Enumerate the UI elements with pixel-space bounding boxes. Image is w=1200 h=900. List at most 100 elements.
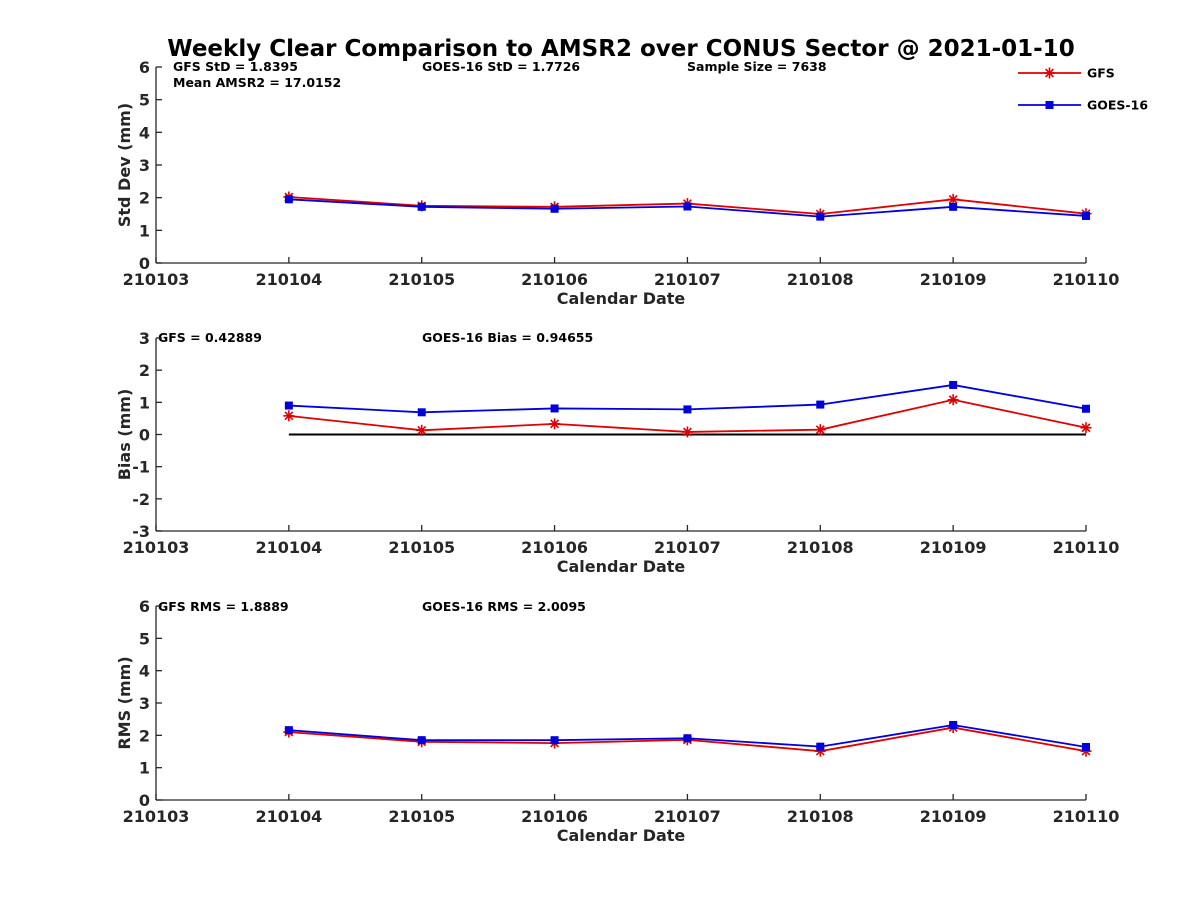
mean-amsr2-annotation: Mean AMSR2 = 17.0152 — [173, 75, 341, 90]
y-tick-label: 2 — [139, 361, 150, 380]
goes16-data-point — [816, 400, 825, 409]
goes16-data-point — [417, 736, 426, 745]
goes16-std-annotation: GOES-16 StD = 1.7726 — [422, 59, 580, 74]
x-tick-label: 210108 — [787, 807, 854, 826]
y-tick-label: 4 — [139, 123, 150, 142]
rms-panel: GFS RMS = 1.8889 GOES-16 RMS = 2.0095 0 1… — [115, 597, 1119, 845]
y-tick-label: 6 — [139, 597, 150, 616]
gfs-data-point — [1080, 422, 1092, 434]
y-tick-label: -3 — [132, 522, 150, 541]
x-tick-label: 210105 — [388, 270, 455, 289]
y-tick-label: 6 — [139, 58, 150, 77]
legend-item-gfs: GFS — [1018, 66, 1115, 81]
gfs-data-point — [947, 193, 959, 205]
x-tick-label: 210109 — [920, 538, 987, 557]
x-axis-label: Calendar Date — [557, 826, 686, 845]
y-tick-label: 5 — [139, 629, 150, 648]
goes16-data-point — [816, 212, 825, 221]
x-tick-label: 210104 — [255, 807, 322, 826]
sample-size-annotation: Sample Size = 7638 — [687, 59, 827, 74]
y-tick-label: 1 — [139, 759, 150, 778]
x-tick-label: 210110 — [1053, 270, 1120, 289]
legend-label: GOES-16 — [1087, 98, 1148, 113]
x-tick-label: 210106 — [521, 270, 588, 289]
goes16-data-point — [949, 380, 958, 389]
x-tick-label: 210105 — [388, 538, 455, 557]
goes16-data-point — [550, 736, 559, 745]
gfs-data-point — [549, 418, 561, 430]
goes16-data-point — [1082, 742, 1090, 751]
y-tick-label: 3 — [139, 694, 150, 713]
y-tick-label: 0 — [139, 426, 150, 445]
goes16-data-point — [683, 202, 692, 211]
x-tick-label: 210109 — [920, 270, 987, 289]
goes16-data-point — [417, 408, 426, 417]
y-tick-label: 3 — [139, 156, 150, 175]
goes16-data-point — [683, 405, 692, 414]
x-tick-label: 210103 — [123, 538, 190, 557]
x-tick-label: 210103 — [123, 270, 190, 289]
legend-marker — [1045, 101, 1054, 109]
goes16-data-point — [284, 401, 293, 410]
x-tick-label: 210103 — [123, 807, 190, 826]
x-tick-label: 210106 — [521, 807, 588, 826]
x-tick-label: 210110 — [1053, 538, 1120, 557]
legend-marker — [1044, 67, 1055, 79]
x-axis-label: Calendar Date — [557, 289, 686, 308]
x-tick-label: 210104 — [255, 538, 322, 557]
x-tick-label: 210110 — [1053, 807, 1120, 826]
y-tick-label: 0 — [139, 791, 150, 810]
goes16-data-point — [550, 404, 559, 413]
x-tick-label: 210109 — [920, 807, 987, 826]
x-tick-label: 210108 — [787, 270, 854, 289]
gfs-rms-annotation: GFS RMS = 1.8889 — [158, 599, 289, 614]
goes16-data-point — [949, 202, 958, 211]
y-tick-label: 1 — [139, 221, 150, 240]
goes16-data-point — [683, 734, 692, 743]
gfs-data-point — [681, 426, 693, 438]
y-axis-label: Std Dev (mm) — [115, 103, 134, 227]
x-tick-label: 210106 — [521, 538, 588, 557]
x-tick-label: 210107 — [654, 538, 721, 557]
goes16-data-point — [284, 195, 293, 204]
y-axis-label: RMS (mm) — [115, 656, 134, 749]
legend-item-goes16: GOES-16 — [1018, 98, 1148, 113]
gfs-bias-annotation: GFS = 0.42889 — [158, 330, 262, 345]
x-tick-label: 210107 — [654, 807, 721, 826]
y-tick-label: 1 — [139, 393, 150, 412]
y-tick-label: 0 — [139, 254, 150, 273]
y-tick-label: 2 — [139, 726, 150, 745]
x-tick-label: 210105 — [388, 807, 455, 826]
x-axis-label: Calendar Date — [557, 557, 686, 576]
gfs-data-point — [947, 394, 959, 406]
x-tick-label: 210107 — [654, 270, 721, 289]
y-axis-label: Bias (mm) — [115, 389, 134, 481]
gfs-std-annotation: GFS StD = 1.8395 — [173, 59, 298, 74]
goes16-rms-annotation: GOES-16 RMS = 2.0095 — [422, 599, 586, 614]
x-tick-label: 210108 — [787, 538, 854, 557]
legend-label: GFS — [1087, 66, 1115, 81]
goes16-data-point — [1082, 211, 1090, 220]
goes16-data-point — [816, 742, 825, 751]
y-tick-label: -1 — [132, 458, 150, 477]
gfs-data-point — [283, 410, 295, 422]
figure-title: Weekly Clear Comparison to AMSR2 over CO… — [167, 36, 1074, 62]
gfs-data-point — [814, 424, 826, 436]
goes16-data-point — [417, 202, 426, 211]
y-tick-label: 4 — [139, 662, 150, 681]
y-tick-label: 2 — [139, 189, 150, 208]
std-dev-panel: GFS StD = 1.8395 GOES-16 StD = 1.7726 Sa… — [115, 58, 1119, 308]
legend: GFS GOES-16 — [1018, 66, 1148, 113]
goes16-bias-annotation: GOES-16 Bias = 0.94655 — [422, 330, 593, 345]
gfs-data-point — [416, 424, 428, 436]
bias-panel: GFS = 0.42889 GOES-16 Bias = 0.94655 -3 -… — [115, 329, 1119, 576]
goes16-data-point — [949, 720, 958, 729]
y-tick-label: 5 — [139, 91, 150, 110]
goes16-data-point — [1082, 404, 1090, 413]
goes16-data-point — [284, 726, 293, 735]
goes16-data-point — [550, 204, 559, 213]
y-tick-label: 3 — [139, 329, 150, 348]
x-tick-label: 210104 — [255, 270, 322, 289]
y-tick-label: -2 — [132, 490, 150, 509]
